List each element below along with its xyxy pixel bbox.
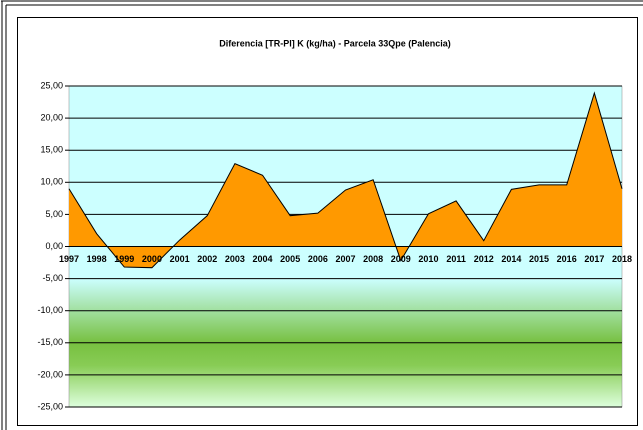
x-tick-label: 2001 bbox=[170, 254, 190, 264]
y-tick-label: -20,00 bbox=[37, 369, 63, 379]
x-tick-label: 2016 bbox=[557, 254, 577, 264]
x-tick-label: 2002 bbox=[197, 254, 217, 264]
x-tick-label: 2006 bbox=[308, 254, 328, 264]
y-tick-label: -5,00 bbox=[42, 273, 63, 283]
chart-title: Diferencia [TR-Pl] K (kg/ha) - Parcela 3… bbox=[219, 38, 451, 48]
y-tick-label: -25,00 bbox=[37, 401, 63, 411]
x-tick-label: 2003 bbox=[225, 254, 245, 264]
area bbox=[69, 93, 622, 268]
x-tick-label: 2017 bbox=[584, 254, 604, 264]
x-tick-label: 1997 bbox=[59, 254, 79, 264]
x-tick-label: 1999 bbox=[114, 254, 134, 264]
x-tick-label: 2018 bbox=[612, 254, 632, 264]
y-tick-label: 20,00 bbox=[40, 112, 63, 122]
area-line bbox=[68, 91, 623, 269]
y-tick-label: -10,00 bbox=[37, 305, 63, 315]
y-tick-label: -15,00 bbox=[37, 337, 63, 347]
x-tick-label: 1998 bbox=[87, 254, 107, 264]
x-tick-label: 2012 bbox=[474, 254, 494, 264]
y-tick-label: 5,00 bbox=[45, 209, 63, 219]
x-tick-label: 2011 bbox=[446, 254, 466, 264]
x-tick-label: 2004 bbox=[253, 254, 273, 264]
y-tick-label: 0,00 bbox=[45, 241, 63, 251]
x-tick-label: 2009 bbox=[391, 254, 411, 264]
x-tick-label: 2007 bbox=[335, 254, 355, 264]
y-tick-label: 25,00 bbox=[40, 80, 63, 90]
x-tick-label: 2010 bbox=[418, 254, 438, 264]
x-tick-label: 2014 bbox=[501, 254, 521, 264]
x-tick-label: 2008 bbox=[363, 254, 383, 264]
x-tick-label: 2015 bbox=[529, 254, 549, 264]
y-tick-label: 15,00 bbox=[40, 145, 63, 155]
x-tick-label: 2000 bbox=[142, 254, 162, 264]
y-tick-label: 10,00 bbox=[40, 177, 63, 187]
x-tick-label: 2005 bbox=[280, 254, 300, 264]
